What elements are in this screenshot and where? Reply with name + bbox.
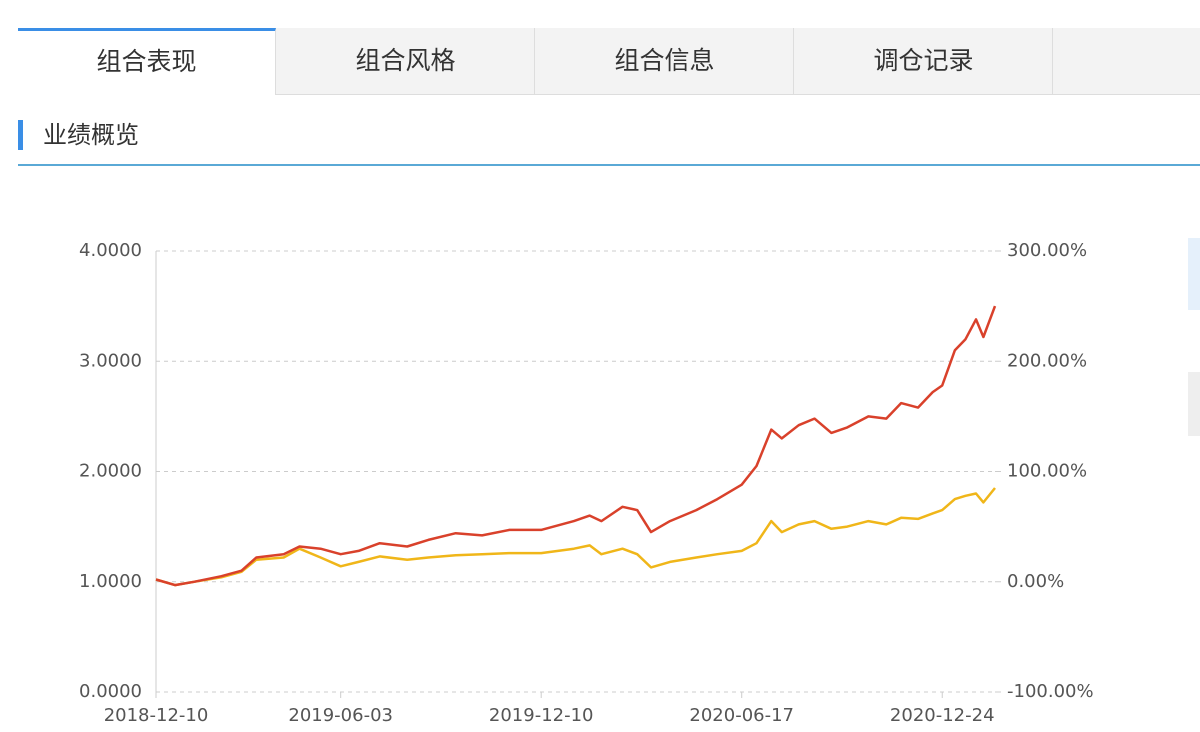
tab-bar: 组合表现 组合风格 组合信息 调仓记录 — [18, 28, 1200, 95]
y-tick-label: 0.0000 — [79, 681, 142, 702]
y2-tick-label: 100.00% — [1007, 461, 1087, 482]
tab[interactable]: 组合信息 — [536, 28, 794, 94]
y2-tick-label: 200.00% — [1007, 350, 1087, 371]
x-tick-label: 2020-12-24 — [890, 705, 995, 726]
tab[interactable]: 调仓记录 — [795, 28, 1053, 94]
x-tick-label: 2018-12-10 — [104, 705, 209, 726]
y-tick-label: 2.0000 — [79, 461, 142, 482]
x-tick-label: 2019-06-03 — [288, 705, 393, 726]
series-line — [155, 487, 996, 587]
series-line — [155, 305, 997, 587]
tab[interactable]: 组合风格 — [277, 28, 535, 94]
section-title: 业绩概览 — [18, 120, 139, 150]
y2-tick-label: -100.00% — [1007, 681, 1094, 702]
y2-tick-label: 0.00% — [1007, 571, 1064, 592]
side-panel — [1188, 238, 1200, 310]
y-tick-label: 4.0000 — [79, 240, 142, 261]
side-panel — [1188, 372, 1200, 436]
divider — [18, 164, 1200, 166]
x-tick-label: 2020-06-17 — [689, 705, 794, 726]
tab[interactable]: 组合表现 — [18, 28, 276, 95]
y-tick-label: 3.0000 — [79, 350, 142, 371]
x-tick-label: 2019-12-10 — [489, 705, 594, 726]
y2-tick-label: 300.00% — [1007, 240, 1087, 261]
y-tick-label: 1.0000 — [79, 571, 142, 592]
